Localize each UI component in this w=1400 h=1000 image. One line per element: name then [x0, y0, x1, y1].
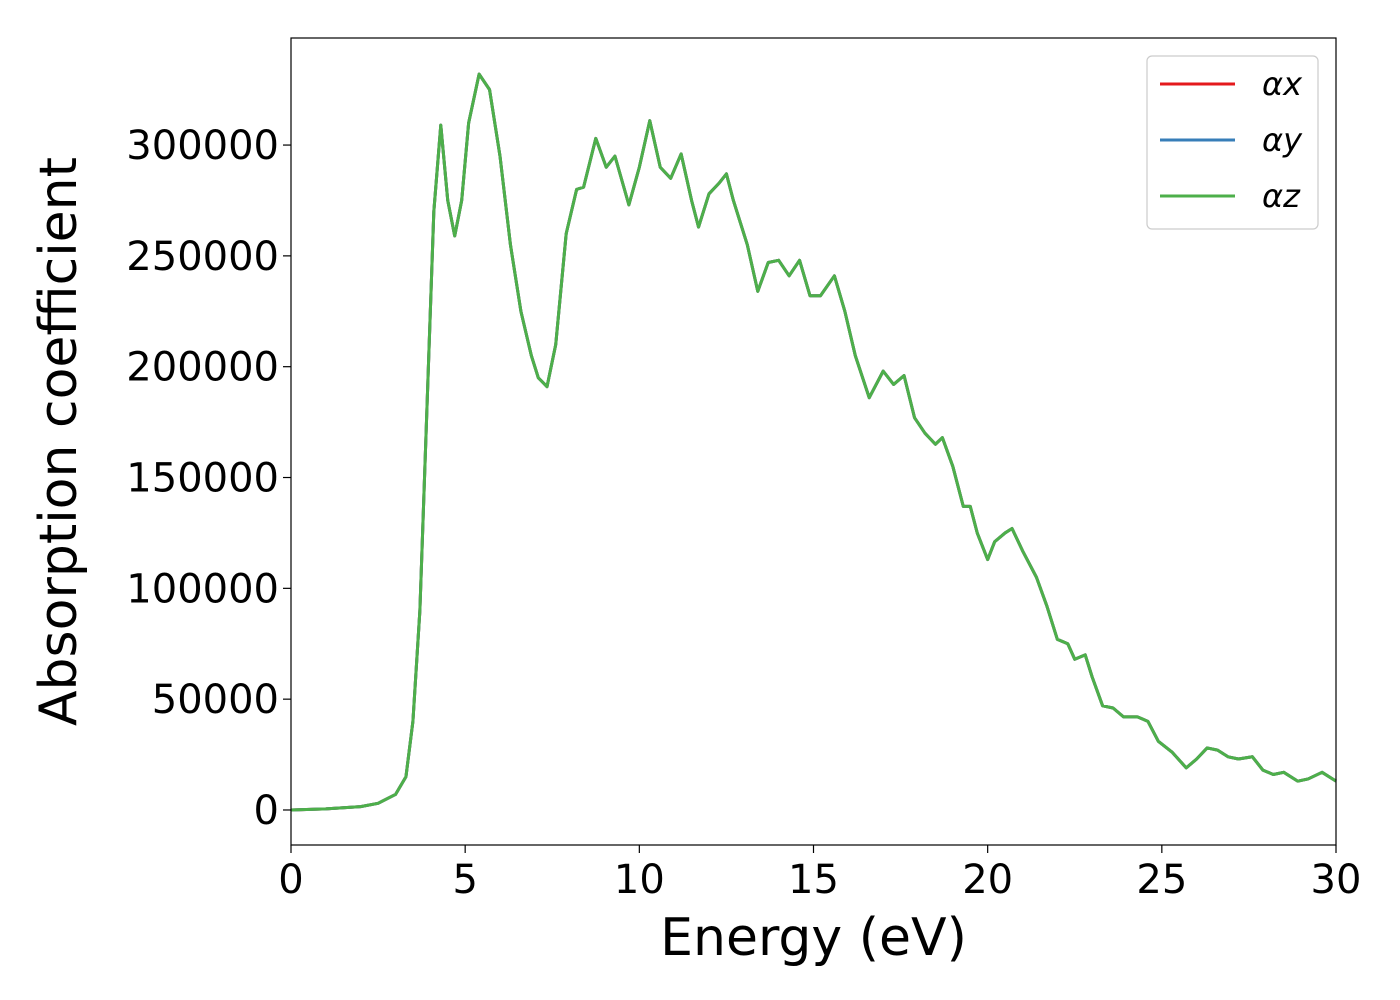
y-tick-label: 100000	[126, 566, 279, 612]
y-tick-label: 300000	[126, 123, 279, 169]
plot-frame	[290, 37, 1337, 846]
x-tick-label: 20	[962, 857, 1013, 903]
x-tick-label: 10	[614, 857, 665, 903]
x-tick-label: 0	[278, 857, 303, 903]
legend-label: αy	[1262, 121, 1303, 159]
legend-box	[1146, 55, 1319, 230]
y-tick-label: 50000	[152, 677, 279, 723]
y-tick-label: 250000	[126, 234, 279, 280]
x-tick-label: 30	[1311, 857, 1362, 903]
legend-label: αx	[1262, 65, 1303, 103]
x-tick-label: 15	[788, 857, 839, 903]
x-tick-label: 5	[452, 857, 477, 903]
x-tick-label: 25	[1136, 857, 1187, 903]
x-axis-label: Energy (eV)	[660, 908, 967, 968]
legend-label: αz	[1262, 177, 1301, 215]
series-line	[290, 72, 1337, 812]
y-axis-label: Absorption coefficient	[29, 157, 89, 726]
y-tick-label: 200000	[126, 345, 279, 391]
y-tick-label: 150000	[126, 456, 279, 502]
y-tick-label: 0	[254, 788, 279, 834]
